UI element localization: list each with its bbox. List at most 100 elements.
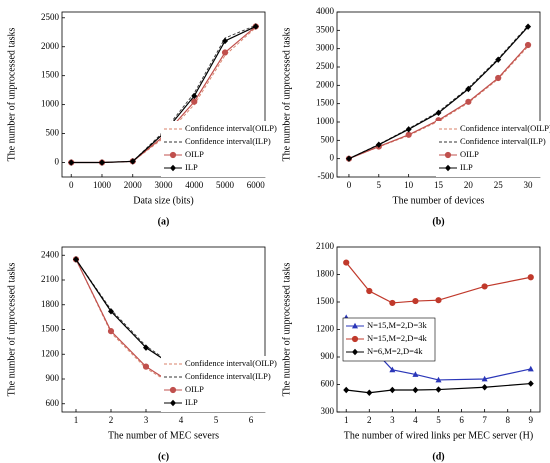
panel-label: (d) xyxy=(432,451,444,462)
marker xyxy=(389,299,396,307)
y-tick-label: 2500 xyxy=(316,61,335,71)
marker xyxy=(405,131,412,138)
y-tick-label: 4000 xyxy=(316,6,335,16)
y-tick-label: 2000 xyxy=(316,79,335,89)
legend-marker xyxy=(170,164,176,172)
y-tick-label: 1800 xyxy=(316,269,335,279)
legend-label: ILP xyxy=(185,397,198,407)
legend-marker xyxy=(352,322,358,329)
legend-label: OILP xyxy=(185,149,204,159)
x-tick-label: 7 xyxy=(482,415,487,425)
y-tick-label: 500 xyxy=(321,134,335,144)
y-tick-label: 1500 xyxy=(316,296,335,306)
marker xyxy=(191,98,198,105)
marker xyxy=(481,375,488,382)
series-line xyxy=(345,262,531,304)
y-tick-label: 1500 xyxy=(41,324,60,334)
panel-label: (c) xyxy=(158,451,169,462)
marker xyxy=(375,141,382,148)
x-tick-label: 2 xyxy=(109,415,114,425)
legend-marker xyxy=(351,335,359,343)
x-tick-label: 1 xyxy=(344,415,349,425)
marker xyxy=(435,386,442,393)
y-axis-label: The number of unprocessed tasks xyxy=(6,27,17,161)
y-tick-label: 900 xyxy=(321,351,335,361)
legend-label: OILP xyxy=(460,149,479,159)
x-tick-label: 4 xyxy=(179,415,184,425)
y-tick-label: 3000 xyxy=(316,43,335,53)
x-tick-label: 4 xyxy=(413,415,418,425)
x-tick-label: 3 xyxy=(144,415,149,425)
x-tick-label: 9 xyxy=(529,415,534,425)
legend-label: Confidence interval(OILP) xyxy=(185,358,277,368)
x-tick-label: 30 xyxy=(524,180,534,190)
y-tick-label: 2400 xyxy=(41,249,60,259)
panel-label: (b) xyxy=(432,216,444,227)
y-tick-label: 1000 xyxy=(316,116,335,126)
marker xyxy=(389,366,396,373)
y-tick-label: 1500 xyxy=(41,70,60,80)
legend-label: N=15,M=2,D=3k xyxy=(367,320,427,330)
marker xyxy=(343,386,350,394)
panel-label: (a) xyxy=(158,216,170,227)
legend-marker xyxy=(445,164,451,172)
x-tick-label: 5000 xyxy=(216,180,235,190)
x-tick-label: 5 xyxy=(377,180,382,190)
marker xyxy=(221,49,229,56)
y-tick-label: 900 xyxy=(46,373,60,383)
x-tick-label: 6 xyxy=(249,415,254,425)
y-tick-label: 500 xyxy=(46,128,60,138)
x-tick-label: 2000 xyxy=(124,180,143,190)
marker xyxy=(481,384,488,391)
y-tick-label: 2500 xyxy=(41,12,60,22)
legend-marker xyxy=(170,399,176,407)
marker xyxy=(435,109,442,117)
x-tick-label: 8 xyxy=(505,415,510,425)
y-tick-label: 1000 xyxy=(41,99,60,109)
legend-label: Confidence interval(ILP) xyxy=(460,136,546,146)
x-tick-label: 5 xyxy=(214,415,219,425)
y-tick-label: 1800 xyxy=(41,299,60,309)
x-tick-label: 1000 xyxy=(93,180,112,190)
legend-label: Confidence interval(OILP) xyxy=(460,123,550,133)
marker xyxy=(435,376,442,383)
marker xyxy=(222,37,229,45)
x-tick-label: 20 xyxy=(464,180,474,190)
marker xyxy=(527,274,534,281)
marker xyxy=(252,23,259,30)
x-tick-label: 25 xyxy=(494,180,504,190)
legend-label: OILP xyxy=(185,384,204,394)
marker xyxy=(412,371,419,377)
legend-label: ILP xyxy=(185,162,198,172)
y-tick-label: 1200 xyxy=(41,348,60,358)
x-tick-label: 10 xyxy=(404,180,414,190)
x-axis-label: The number of devices xyxy=(393,195,485,206)
legend-label: N=6,M=2,D=4k xyxy=(367,346,423,356)
x-tick-label: 1 xyxy=(74,415,79,425)
y-tick-label: 1500 xyxy=(316,98,335,108)
legend-label: Confidence interval(ILP) xyxy=(185,136,271,146)
marker xyxy=(108,308,114,315)
y-axis-label: The number of unprocessed tasks xyxy=(281,262,292,396)
y-tick-label: 600 xyxy=(321,379,335,389)
y-tick-label: 2000 xyxy=(41,41,60,51)
marker xyxy=(366,389,373,396)
legend-marker xyxy=(444,151,452,159)
marker xyxy=(107,328,115,335)
y-axis-label: The number of unprocessed tasks xyxy=(6,262,17,396)
y-tick-label: -500 xyxy=(318,171,335,181)
marker xyxy=(73,256,79,263)
marker xyxy=(495,56,502,63)
marker xyxy=(435,297,442,304)
legend-marker xyxy=(169,386,177,394)
y-tick-label: 3500 xyxy=(316,24,335,34)
marker xyxy=(495,74,502,82)
marker xyxy=(366,287,373,295)
y-tick-label: 0 xyxy=(55,157,60,167)
y-tick-label: 2100 xyxy=(316,241,335,251)
marker xyxy=(465,98,472,105)
x-tick-label: 6000 xyxy=(247,180,266,190)
y-tick-label: 600 xyxy=(46,398,60,408)
marker xyxy=(525,23,532,30)
marker xyxy=(345,155,352,162)
